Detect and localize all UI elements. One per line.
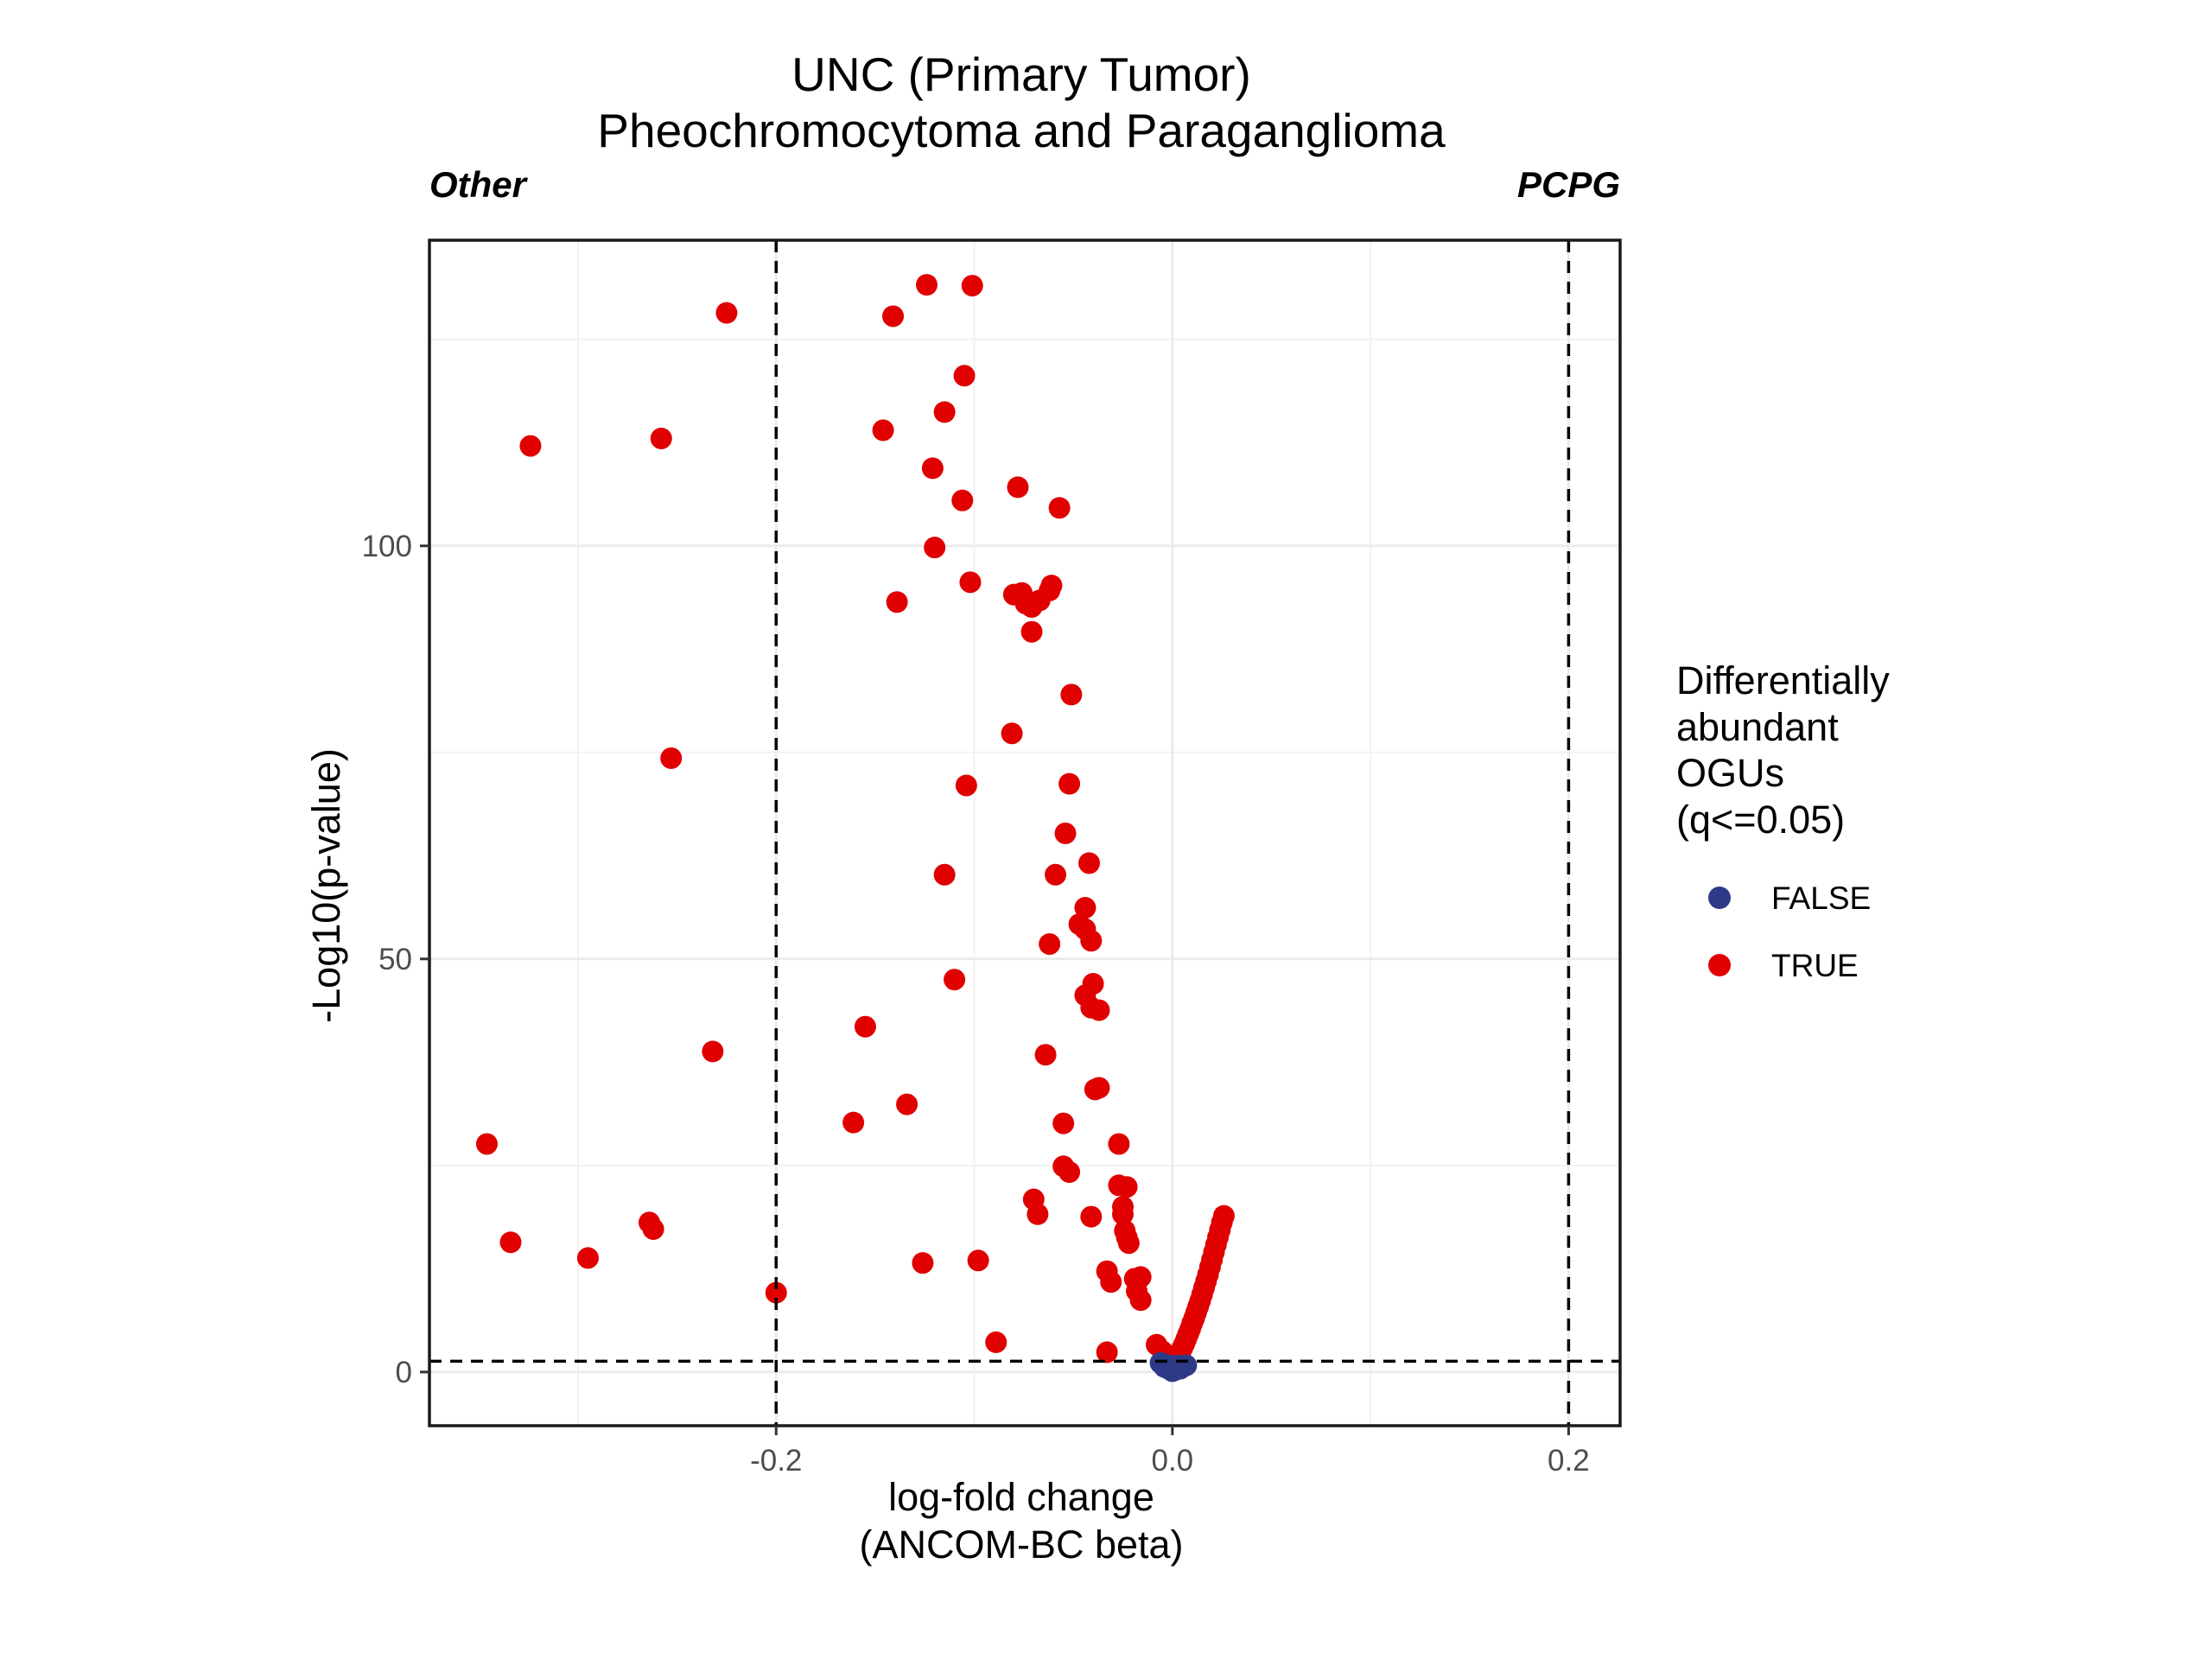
data-point-true (872, 419, 894, 442)
data-point-true (642, 1217, 664, 1240)
data-point-true (1212, 1205, 1235, 1227)
data-point-true (519, 435, 542, 457)
data-point-true (882, 305, 905, 327)
data-point-true (1034, 1044, 1057, 1066)
y-tick-label: 50 (378, 943, 412, 976)
data-point-true (1052, 1112, 1075, 1135)
data-point-true (1074, 897, 1096, 919)
data-point-true (842, 1111, 865, 1134)
legend-title-line-4: (q<=0.05) (1676, 798, 1845, 842)
data-point-true (1100, 1271, 1122, 1294)
data-point-true (896, 1093, 918, 1116)
data-point-true (1060, 683, 1083, 706)
data-point-true (499, 1231, 522, 1254)
data-point-true (1088, 1077, 1110, 1099)
data-point-true (912, 1252, 934, 1274)
data-point-true (921, 457, 944, 480)
annotation-pcpg: PCPG (1517, 164, 1620, 205)
data-point-true (985, 1331, 1007, 1353)
plot-frame (428, 238, 1622, 1427)
data-point-true (1116, 1176, 1138, 1198)
data-point-true (475, 1133, 498, 1155)
legend-title-line-2: abundant (1676, 705, 1839, 749)
legend: Differentially abundant OGUs (q<=0.05) F… (1676, 658, 1890, 983)
data-point-true (886, 591, 908, 613)
legend-label-true: TRUE (1771, 948, 1859, 983)
data-point-true (967, 1249, 989, 1272)
x-axis-label-line-2: (ANCOM-BC beta) (859, 1522, 1183, 1567)
data-point-true (1129, 1289, 1152, 1312)
plot-panel (428, 238, 1622, 1427)
reference-lines (429, 240, 1620, 1426)
legend-key-true (1708, 954, 1731, 976)
data-point-true (1096, 1341, 1118, 1363)
data-point-true (1054, 822, 1077, 844)
legend-label-false: FALSE (1771, 880, 1871, 916)
data-point-true (959, 571, 982, 594)
data-point-true (1040, 575, 1063, 597)
data-points (475, 274, 1235, 1382)
data-point-true (951, 489, 974, 512)
y-tick-label: 100 (362, 530, 412, 563)
legend-title-line-3: OGUs (1676, 751, 1784, 795)
y-tick-label: 0 (396, 1356, 412, 1389)
data-point-true (1001, 722, 1023, 745)
x-tick-label: 0.2 (1548, 1444, 1590, 1478)
data-point-true (924, 537, 946, 559)
data-point-true (1039, 933, 1061, 956)
data-point-true (1058, 1160, 1081, 1183)
data-point-true (765, 1281, 787, 1304)
data-point-true (961, 275, 983, 297)
data-point-true (1088, 999, 1110, 1021)
data-point-true (933, 401, 956, 423)
data-point-true (715, 302, 738, 324)
legend-title-line-1: Differentially (1676, 658, 1890, 702)
data-point-true (944, 969, 966, 991)
data-point-true (1080, 1205, 1103, 1228)
data-point-true (933, 863, 956, 886)
y-axis: 0 50 100 (362, 530, 429, 1389)
y-axis-label: -Log10(p-value) (304, 748, 348, 1023)
data-point-true (1117, 1232, 1140, 1255)
data-point-true (854, 1015, 876, 1038)
data-point-true (1007, 476, 1029, 499)
x-axis-label-line-1: log-fold change (888, 1475, 1154, 1519)
data-point-true (1027, 1203, 1049, 1225)
data-point-true (1078, 852, 1101, 874)
data-point-true (916, 274, 938, 296)
chart-title: UNC (Primary Tumor) (791, 48, 1251, 101)
data-point-true (955, 774, 977, 797)
annotation-other: Other (429, 164, 529, 205)
x-axis: -0.2 0.0 0.2 (750, 1426, 1590, 1478)
data-point-true (1020, 620, 1043, 643)
data-point-true (1111, 1203, 1134, 1225)
x-tick-label: 0.0 (1151, 1444, 1193, 1478)
data-point-true (702, 1040, 724, 1063)
data-point-true (1048, 497, 1071, 519)
data-point-true (1080, 930, 1103, 952)
data-point-true (1108, 1133, 1130, 1155)
data-point-true (1045, 863, 1067, 886)
x-tick-label: -0.2 (750, 1444, 802, 1478)
data-point-true (953, 365, 976, 387)
legend-key-false (1708, 887, 1731, 909)
data-point-true (660, 747, 683, 769)
data-point-false (1175, 1354, 1198, 1376)
data-point-true (1058, 772, 1081, 795)
chart-subtitle: Pheochromocytoma and Paraganglioma (597, 104, 1446, 157)
data-point-true (650, 427, 672, 449)
data-point-true (576, 1247, 599, 1269)
